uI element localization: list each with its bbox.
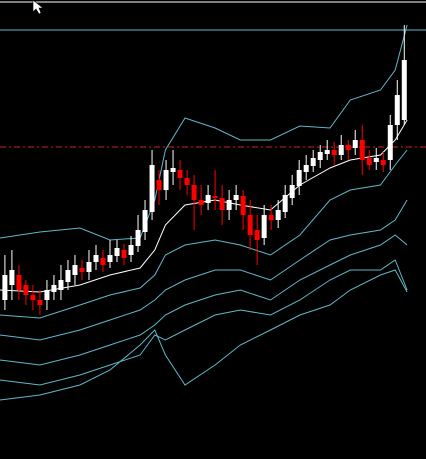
candle-body bbox=[289, 185, 295, 198]
candle-body bbox=[373, 158, 379, 162]
band-line bbox=[0, 199, 408, 341]
candle-body bbox=[93, 255, 99, 262]
candle-body bbox=[380, 160, 386, 165]
candle-body bbox=[44, 290, 50, 300]
candle-body bbox=[268, 215, 274, 220]
candle-body bbox=[233, 195, 239, 200]
candle-body bbox=[254, 230, 260, 240]
mouse-cursor bbox=[32, 0, 44, 15]
candle-body bbox=[191, 185, 197, 200]
candle-body bbox=[359, 140, 365, 160]
candle-body bbox=[114, 248, 120, 256]
candle-body bbox=[79, 268, 85, 272]
candle-body bbox=[142, 210, 148, 232]
candle-body bbox=[352, 140, 358, 148]
candle-body bbox=[135, 230, 141, 246]
candle-body bbox=[9, 270, 15, 285]
candle-body bbox=[226, 200, 232, 210]
candle-body bbox=[149, 165, 155, 212]
candle-body bbox=[121, 250, 127, 258]
candle-body bbox=[247, 215, 253, 235]
candle-body bbox=[37, 300, 43, 305]
band-line bbox=[0, 149, 408, 319]
candle-body bbox=[338, 145, 344, 155]
candle-body bbox=[23, 285, 29, 295]
candle-body bbox=[2, 275, 8, 300]
candle-body bbox=[86, 262, 92, 272]
candle-body bbox=[331, 150, 337, 155]
band-line bbox=[0, 259, 408, 386]
candle-body bbox=[282, 195, 288, 212]
candle-body bbox=[219, 198, 225, 210]
band-line bbox=[0, 24, 408, 241]
candle-body bbox=[345, 145, 351, 150]
candle-body bbox=[275, 210, 281, 220]
candle-body bbox=[177, 170, 183, 178]
candle-body bbox=[387, 125, 393, 160]
candle-body bbox=[394, 95, 400, 125]
candle-body bbox=[58, 280, 64, 290]
candle-body bbox=[240, 196, 246, 215]
candle-body bbox=[310, 158, 316, 166]
candle-body bbox=[401, 60, 407, 120]
candle-body bbox=[184, 178, 190, 185]
candle-body bbox=[324, 150, 330, 154]
candle-body bbox=[30, 295, 36, 300]
candle-body bbox=[128, 245, 134, 255]
candle-body bbox=[65, 270, 71, 282]
candle-body bbox=[366, 158, 372, 165]
candle-body bbox=[100, 258, 106, 265]
candle-body bbox=[51, 285, 57, 292]
candle-body bbox=[107, 255, 113, 262]
band-line bbox=[0, 269, 408, 401]
candle-body bbox=[296, 170, 302, 186]
candle-body bbox=[205, 195, 211, 203]
candle-body bbox=[156, 180, 162, 190]
candle-body bbox=[198, 200, 204, 205]
candle-body bbox=[261, 215, 267, 238]
candle-body bbox=[317, 152, 323, 160]
candle-body bbox=[170, 168, 176, 172]
candle-body bbox=[16, 275, 22, 290]
band-line bbox=[0, 234, 408, 366]
candle-body bbox=[72, 265, 78, 275]
candle-body bbox=[212, 196, 218, 198]
candle-body bbox=[163, 170, 169, 190]
candle-body bbox=[303, 165, 309, 172]
